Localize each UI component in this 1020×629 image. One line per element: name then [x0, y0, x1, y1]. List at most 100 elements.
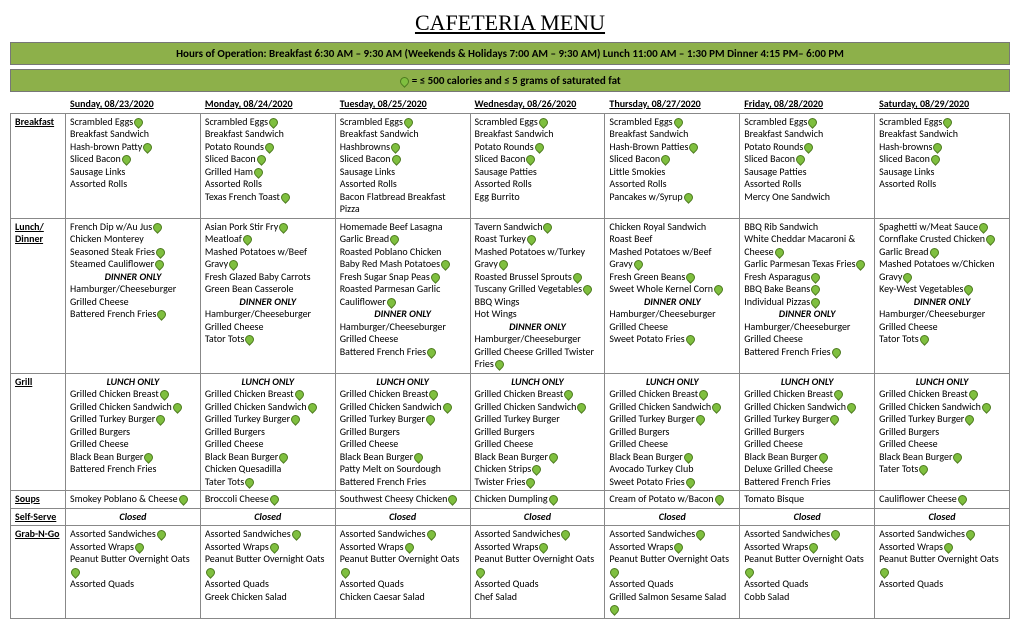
menu-item: Breakfast Sandwich	[475, 128, 601, 141]
menu-item: Grilled Turkey Burger	[609, 413, 735, 426]
menu-item: Grilled Cheese	[340, 438, 466, 451]
menu-item: Bacon Flatbread Breakfast Pizza	[340, 191, 466, 216]
day-cell: Scrambled EggsBreakfast SandwichPotato R…	[740, 113, 875, 218]
menu-item: Sliced Bacon	[340, 153, 466, 166]
menu-item: Steamed Cauliflower	[70, 258, 196, 271]
menu-item: Roast Beef	[609, 233, 735, 246]
leaf-icon	[581, 283, 594, 296]
menu-item: Grilled Chicken Breast	[475, 388, 601, 401]
leaf-icon	[559, 528, 572, 541]
menu-item: Grilled Turkey Burger	[340, 413, 466, 426]
menu-item: Sliced Bacon	[475, 153, 601, 166]
leaf-icon	[845, 401, 858, 414]
menu-item: Sweet Whole Kernel Corn	[609, 283, 735, 296]
menu-item: Assorted Rolls	[744, 178, 870, 191]
leaf-icon	[439, 258, 452, 271]
menu-item: Grilled Cheese	[70, 438, 196, 451]
category-cell: Grab-N-Go	[11, 526, 66, 619]
day-cell: LUNCH ONLYGrilled Chicken BreastGrilled …	[740, 373, 875, 491]
day-cell: Closed	[66, 508, 201, 526]
day-cell: BBQ Rib SandwichWhite Cheddar Macaroni &…	[740, 218, 875, 373]
menu-item: Hamburger/Cheeseburger	[205, 308, 331, 321]
menu-item: BBQ Bake Beans	[744, 283, 870, 296]
leaf-icon	[829, 413, 842, 426]
menu-item: Assorted Sandwiches	[744, 528, 870, 541]
day-cell: Scrambled EggsBreakfast SandwichHash-bro…	[66, 113, 201, 218]
leaf-icon	[290, 528, 303, 541]
menu-item: Breakfast Sandwich	[70, 128, 196, 141]
leaf-icon	[154, 246, 167, 259]
menu-item: Meatloaf	[205, 233, 331, 246]
menu-item: Tuscany Grilled Vegetables	[475, 283, 601, 296]
menu-item: Chef Salad	[475, 591, 601, 604]
leaf-icon	[609, 603, 622, 616]
leaf-icon	[984, 233, 997, 246]
day-cell: Homemade Beef LasagnaGarlic BreadRoasted…	[335, 218, 470, 373]
leaf-icon	[684, 333, 697, 346]
menu-item: Assorted Sandwiches	[475, 528, 601, 541]
menu-item: Assorted Quads	[609, 578, 735, 591]
leaf-icon	[855, 258, 868, 271]
menu-item: Grilled Cheese	[744, 333, 870, 346]
category-cell: Grill	[11, 373, 66, 491]
category-cell: Self-Serve	[11, 508, 66, 526]
day-cell: Assorted SandwichesAssorted WrapsPeanut …	[740, 526, 875, 619]
menu-item: Assorted Quads	[879, 578, 1005, 591]
leaf-icon	[694, 413, 707, 426]
menu-item: Breakfast Sandwich	[744, 128, 870, 141]
day-cell: Cream of Potato w/Bacon	[605, 491, 740, 509]
day-cell: LUNCH ONLYGrilled Chicken BreastGrilled …	[605, 373, 740, 491]
hours-banner: Hours of Operation: Breakfast 6:30 AM – …	[10, 42, 1010, 65]
menu-item: Assorted Rolls	[475, 178, 601, 191]
menu-item: Mashed Potatoes w/Beef Gravy	[609, 246, 735, 271]
leaf-icon	[829, 528, 842, 541]
leaf-icon	[964, 528, 977, 541]
menu-item: Avocado Turkey Club	[609, 463, 735, 476]
date-header: Wednesday, 08/26/2020	[470, 96, 605, 113]
legend-banner: = ≤ 500 calories and ≤ 5 grams of satura…	[10, 69, 1010, 92]
menu-item: Cream of Potato w/Bacon	[609, 493, 735, 506]
menu-item: Cauliflower Cheese	[879, 493, 1005, 506]
menu-item: Breakfast Sandwich	[609, 128, 735, 141]
menu-item: Broccoli Cheese	[205, 493, 331, 506]
menu-item: Deluxe Grilled Cheese	[744, 463, 870, 476]
leaf-icon	[694, 528, 707, 541]
menu-item: Assorted Sandwiches	[879, 528, 1005, 541]
menu-item: Sliced Bacon	[879, 153, 1005, 166]
menu-item: Grilled Cheese	[879, 438, 1005, 451]
leaf-icon	[809, 271, 822, 284]
menu-item: Grilled Turkey Burger	[475, 413, 601, 426]
leaf-icon	[243, 476, 256, 489]
leaf-icon	[277, 221, 290, 234]
day-cell: LUNCH ONLYGrilled Chicken BreastGrilled …	[335, 373, 470, 491]
menu-item: Roast Turkey	[475, 233, 601, 246]
leaf-icon	[389, 141, 402, 154]
leaf-icon	[575, 401, 588, 414]
menu-item: Assorted Rolls	[609, 178, 735, 191]
menu-item: Battered French Fries	[340, 476, 466, 489]
leaf-icon	[493, 358, 506, 371]
leaf-icon	[952, 451, 965, 464]
leaf-icon	[547, 493, 560, 506]
day-cell: Cauliflower Cheese	[875, 491, 1010, 509]
day-cell: Broccoli Cheese	[200, 491, 335, 509]
day-cell: Scrambled EggsBreakfast SandwichHash-bro…	[875, 113, 1010, 218]
menu-item: Patty Melt on Sourdough	[340, 463, 466, 476]
menu-item: Assorted Quads	[475, 578, 601, 591]
day-cell: Scrambled EggsBreakfast SandwichPotato R…	[470, 113, 605, 218]
day-cell: Assorted SandwichesAssorted WrapsPeanut …	[605, 526, 740, 619]
leaf-icon	[809, 283, 822, 296]
legend-text: = ≤ 500 calories and ≤ 5 grams of satura…	[409, 74, 621, 87]
date-header: Monday, 08/24/2020	[200, 96, 335, 113]
day-cell: Tavern SandwichRoast TurkeyMashed Potato…	[470, 218, 605, 373]
leaf-icon	[917, 463, 930, 476]
leaf-icon	[447, 493, 460, 506]
day-cell: Scrambled EggsBreakfast SandwichPotato R…	[200, 113, 335, 218]
menu-item: Peanut Butter Overnight Oats	[879, 553, 1005, 578]
menu-item: Hot Wings	[475, 308, 601, 321]
menu-item: White Cheddar Macaroni & Cheese	[744, 233, 870, 258]
category-cell: Breakfast	[11, 113, 66, 218]
menu-item: Grilled Turkey Burger	[744, 413, 870, 426]
blank-cell	[11, 96, 66, 113]
leaf-icon	[682, 191, 695, 204]
